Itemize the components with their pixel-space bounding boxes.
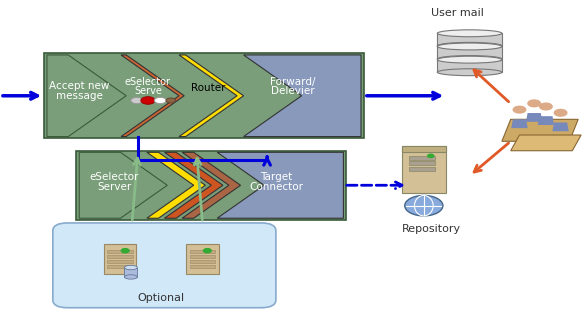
Bar (402, 146, 446, 193)
Text: Accept new: Accept new (49, 81, 109, 91)
Text: eSelector: eSelector (90, 172, 139, 182)
Bar (107, 260, 133, 263)
Bar (409, 156, 435, 160)
Bar (409, 167, 435, 171)
Polygon shape (182, 152, 241, 218)
Ellipse shape (404, 195, 443, 216)
Text: Optional: Optional (138, 293, 185, 303)
Polygon shape (79, 152, 167, 218)
Circle shape (154, 97, 166, 104)
Bar (190, 250, 215, 253)
Circle shape (554, 110, 567, 116)
Ellipse shape (124, 265, 137, 270)
Text: Delevier: Delevier (271, 86, 314, 96)
Text: Forward/: Forward/ (269, 77, 315, 87)
Bar (437, 33, 502, 46)
Polygon shape (552, 122, 569, 131)
Bar (190, 260, 215, 263)
Bar (402, 146, 446, 152)
Circle shape (513, 106, 526, 113)
Ellipse shape (437, 56, 502, 62)
Polygon shape (526, 113, 542, 122)
Circle shape (539, 103, 552, 110)
Bar (186, 244, 218, 274)
Circle shape (122, 249, 129, 253)
Text: User mail: User mail (431, 8, 484, 18)
Polygon shape (244, 55, 361, 137)
Text: Router: Router (191, 83, 225, 93)
Text: Server: Server (97, 182, 131, 192)
Ellipse shape (124, 275, 137, 279)
Bar (107, 250, 133, 253)
Circle shape (427, 154, 434, 158)
Text: Serve: Serve (134, 86, 162, 96)
Bar (104, 244, 136, 274)
Circle shape (528, 100, 541, 107)
Polygon shape (511, 119, 528, 128)
Polygon shape (164, 152, 223, 218)
Circle shape (131, 97, 143, 104)
Bar (107, 255, 133, 258)
Bar (437, 46, 502, 59)
Polygon shape (217, 152, 343, 218)
Ellipse shape (437, 43, 502, 50)
Ellipse shape (437, 30, 502, 37)
Text: eSelector: eSelector (125, 77, 171, 87)
Polygon shape (147, 152, 205, 218)
Polygon shape (538, 116, 554, 125)
Polygon shape (179, 55, 244, 137)
Text: Connector: Connector (249, 182, 303, 192)
Bar (409, 161, 435, 165)
Text: message: message (56, 91, 103, 101)
Bar (190, 265, 215, 268)
Polygon shape (121, 55, 184, 137)
Bar (124, 268, 137, 277)
Ellipse shape (437, 69, 502, 76)
Text: Target: Target (260, 172, 292, 182)
Bar (437, 60, 502, 72)
Ellipse shape (437, 42, 502, 49)
Circle shape (141, 97, 155, 104)
Text: Repository: Repository (402, 224, 461, 234)
Polygon shape (511, 135, 581, 151)
Polygon shape (502, 119, 578, 141)
Bar (107, 265, 133, 268)
Ellipse shape (437, 56, 502, 63)
Bar (76, 151, 346, 220)
Bar (190, 255, 215, 258)
Circle shape (166, 98, 176, 103)
Circle shape (204, 249, 211, 253)
Bar (44, 53, 364, 138)
Polygon shape (47, 55, 126, 137)
FancyBboxPatch shape (53, 223, 276, 308)
